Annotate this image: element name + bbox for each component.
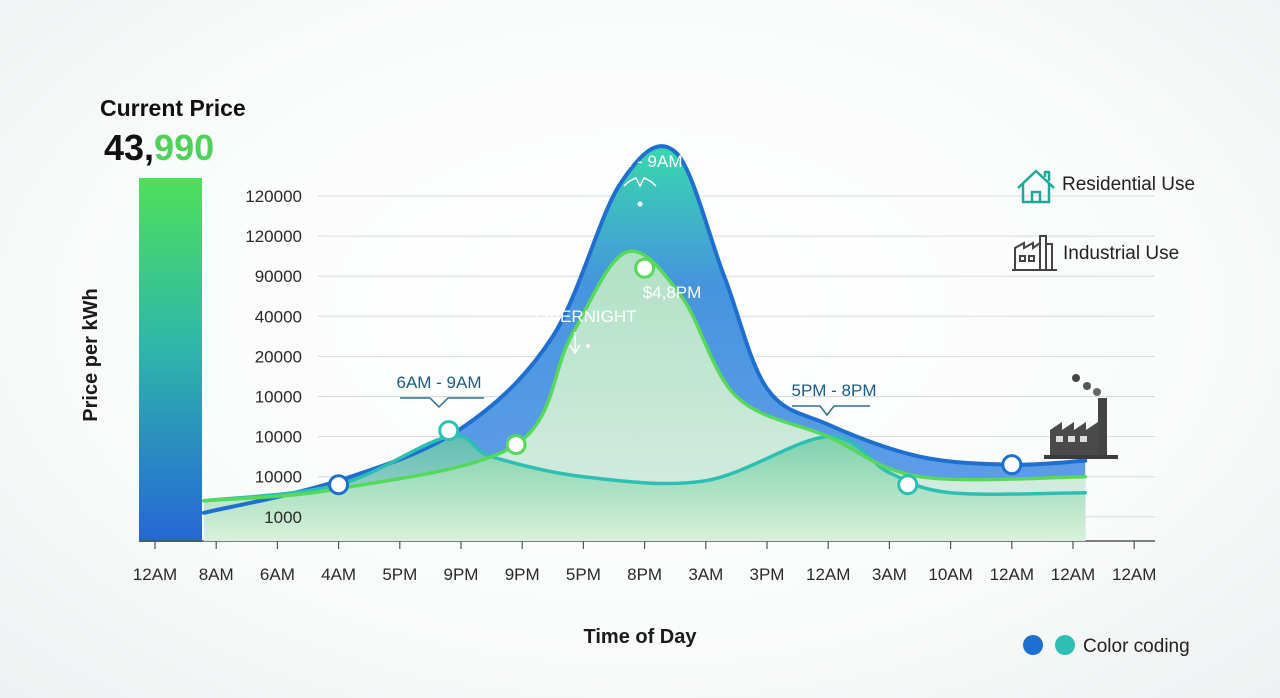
y-axis-ticks: 1000 10000 10000 10000 20000 40000 90000 120000…: [245, 187, 302, 527]
y-tick-label: 90000: [255, 267, 302, 286]
annotation-label: 6AM - 9AM: [396, 373, 481, 392]
legend-color-coding[interactable]: Color coding: [1023, 635, 1190, 657]
house-icon: [1017, 169, 1055, 204]
legend-industrial[interactable]: Industrial Use: [1012, 235, 1179, 271]
y-tick-label: 120000: [245, 187, 302, 206]
x-tick-label: 3AM: [872, 565, 907, 584]
legend-label: Industrial Use: [1063, 243, 1179, 264]
annotation-dot: [637, 201, 643, 207]
annotation-label: 5PM - 8PM: [791, 381, 876, 400]
legend-label: Color coding: [1083, 636, 1190, 657]
series-line: [201, 144, 1088, 515]
data-point-marker[interactable]: [505, 434, 527, 456]
x-tick-label: 12AM: [1051, 565, 1095, 584]
data-point-marker[interactable]: [1001, 454, 1023, 476]
data-point-marker[interactable]: [897, 474, 919, 496]
current-price-title: Current Price: [100, 95, 246, 121]
down-arrow-icon: [569, 332, 581, 355]
x-tick-label: 12AM: [133, 565, 177, 584]
x-tick-label: 5PM: [566, 565, 601, 584]
factory-illustration-icon: [1044, 374, 1118, 459]
x-tick-label: 8PM: [627, 565, 662, 584]
x-tick-label: 4AM: [321, 565, 356, 584]
current-price-value-main: 43,: [104, 127, 154, 168]
series-area: [203, 435, 1086, 541]
current-price-bar: [139, 178, 202, 542]
x-tick-label: 12AM: [1112, 565, 1156, 584]
series-areas: [201, 144, 1088, 541]
x-tick-label: 3AM: [688, 565, 723, 584]
x-tick-label: 10AM: [928, 565, 972, 584]
annotation-label: OVERNIGHT: [535, 307, 636, 326]
legend-label: Residential Use: [1062, 174, 1195, 195]
legend-residential[interactable]: Residential Use: [1017, 169, 1195, 204]
y-tick-label: 1000: [264, 508, 302, 527]
annotation-price: $4,8PM: [643, 283, 702, 302]
y-tick-label: 10000: [255, 468, 302, 487]
x-tick-label: 8AM: [199, 565, 234, 584]
data-point-marker[interactable]: [328, 474, 350, 496]
y-tick-label: 10000: [255, 428, 302, 447]
x-tick-label: 12AM: [806, 565, 850, 584]
annotation-bracket: [400, 397, 484, 409]
series-line: [202, 249, 1087, 503]
x-tick-label: 6AM: [260, 565, 295, 584]
current-price-value: 43,990: [104, 127, 214, 168]
annotation-peak: 6AM - 9AM: [597, 152, 683, 207]
annotation-evening: 5PM - 8PM: [791, 381, 877, 417]
y-tick-label: 120000: [245, 227, 302, 246]
annotation-overnight: OVERNIGHT: [535, 307, 637, 355]
factory-icon: [1012, 235, 1057, 271]
color-swatch-teal: [1055, 635, 1075, 655]
x-tick-label: 5PM: [382, 565, 417, 584]
annotation-bracket: [623, 177, 657, 188]
annotation-dot: [586, 344, 590, 348]
data-point-marker[interactable]: [438, 420, 460, 442]
series-markers: [328, 257, 1023, 496]
annotation-bracket: [792, 405, 870, 417]
y-axis-title: Price per kWh: [80, 288, 102, 421]
y-tick-label: 20000: [255, 347, 302, 366]
annotation-morning-left: 6AM - 9AM: [396, 373, 484, 409]
current-price-value-accent: 990: [154, 127, 214, 168]
x-tick-label: 9PM: [444, 565, 479, 584]
x-tick-label: 3PM: [750, 565, 785, 584]
y-tick-label: 10000: [255, 388, 302, 407]
data-point-marker[interactable]: [634, 257, 656, 279]
x-axis-ticks: 12AM 8AM 6AM 4AM 5PM 9PM 9PM 5PM 8PM 3AM 3PM 12AM 3A…: [133, 541, 1156, 584]
color-swatch-blue: [1023, 635, 1043, 655]
x-axis-title: Time of Day: [584, 626, 698, 648]
y-tick-label: 40000: [255, 307, 302, 326]
annotation-label: 6AM - 9AM: [597, 152, 682, 171]
x-tick-label: 9PM: [505, 565, 540, 584]
x-tick-label: 12AM: [990, 565, 1034, 584]
